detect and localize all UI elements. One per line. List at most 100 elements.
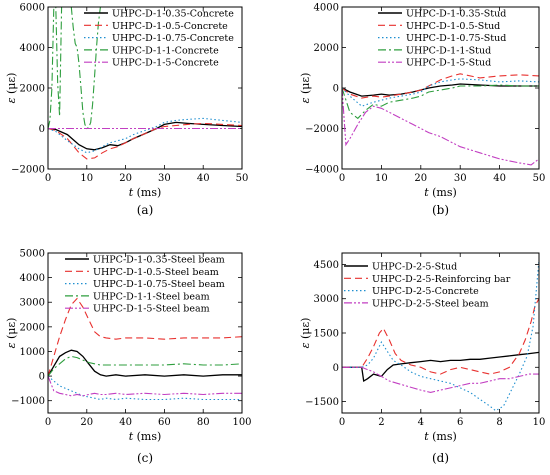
x-axis-label: t (ms) [129,430,162,443]
series-line [48,375,242,401]
y-tick-label: −1500 [305,397,339,408]
legend-entry: UHPC-D-2-5-Steel beam [372,298,489,309]
x-tick-label: 20 [80,417,93,428]
x-tick-label: 6 [457,417,463,428]
y-tick-label: 5000 [20,249,45,260]
legend-entry: UHPC-D-1-5-Concrete [112,58,219,69]
panel-label: (c) [137,451,153,465]
x-tick-label: 10 [533,417,546,428]
legend-entry: UHPC-D-1-1-Stud [406,45,491,56]
legend-entry: UHPC-D-1-0.35-Concrete [112,9,234,20]
chart-panel-2: 0 20 40 60 80 100−1000010002000300040005000UH… [5,249,252,466]
y-tick-label: 1500 [314,329,339,340]
series-line [48,122,242,160]
series-line [342,73,539,99]
legend-entry: UHPC-D-1-0.75-Concrete [112,33,234,44]
x-tick-label: 10 [375,173,388,184]
panel-label: (d) [432,451,449,465]
legend-entry: UHPC-D-1-0.35-Steel beam [93,255,225,266]
y-tick-label: −2000 [11,165,45,176]
series-line [48,375,242,397]
y-tick-label: 0 [39,124,45,135]
plot-frame [341,252,540,414]
legend-entry: UHPC-D-1-1-Concrete [112,45,219,56]
y-tick-label: 2000 [20,84,45,95]
x-tick-label: 2 [378,417,384,428]
y-axis-label: ε (με) [299,318,312,349]
x-tick-label: 60 [158,417,171,428]
legend-entry: UHPC-D-1-0.75-Stud [406,33,506,44]
series-line [48,7,103,130]
x-tick-label: 100 [232,417,251,428]
x-tick-label: 20 [414,173,427,184]
y-tick-label: 3000 [314,294,339,305]
y-tick-label: 0 [39,372,45,383]
x-tick-label: 0 [45,173,51,184]
y-tick-label: −4000 [305,165,339,176]
x-axis-label: t (ms) [129,186,162,199]
y-tick-label: 1000 [20,347,45,358]
plot-frame [47,6,243,170]
series-line [342,78,539,107]
legend-entry: UHPC-D-1-0.5-Stud [406,21,500,32]
y-tick-label: 0 [333,363,339,374]
series-line [342,84,539,120]
y-axis-label: ε (με) [5,318,18,349]
series-line [48,121,242,151]
legend-entry: UHPC-D-1-0.75-Steel beam [93,279,225,290]
plot-frame [341,6,540,170]
x-tick-label: 40 [197,173,210,184]
legend-entry: UHPC-D-1-0.5-Concrete [112,21,228,32]
legend-entry: UHPC-D-1-5-Stud [406,58,491,69]
x-tick-label: 4 [418,417,424,428]
y-tick-label: 4000 [314,3,339,14]
y-tick-label: 4000 [20,43,45,54]
y-tick-label: 4500 [314,260,339,271]
y-tick-label: −1000 [11,396,45,407]
x-tick-label: 50 [533,173,546,184]
panel-label: (a) [137,203,154,217]
panel-label: (b) [432,203,449,217]
chart-panel-1: 0 10 20 30 40 50 −4000 −2000 0 2000 4000 UHPC-D-1-0… [299,3,545,218]
x-tick-label: 0 [45,417,51,428]
y-tick-label: −2000 [305,124,339,135]
x-tick-label: 40 [119,417,132,428]
series-line [342,298,539,375]
legend-entry: UHPC-D-2-5-Reinforcing bar [372,274,511,285]
y-tick-label: 3000 [20,298,45,309]
y-axis-label: ε (με) [5,73,18,104]
series-line [342,366,539,393]
series-line [342,351,539,383]
x-tick-label: 0 [339,173,345,184]
x-axis-label: t (ms) [424,186,457,199]
chart-panel-0: 0 10 20 30 40 50−20000200040006000UHPC-D-1-0.… [5,3,248,218]
y-tick-label: 2000 [314,43,339,54]
series-line [48,349,242,377]
x-tick-label: 80 [197,417,210,428]
x-tick-label: 40 [493,173,506,184]
series-line [48,297,242,377]
series-line [342,87,539,166]
x-tick-label: 20 [119,173,132,184]
x-axis-label: t (ms) [424,430,457,443]
legend-entry: UHPC-D-1-1-Steel beam [93,291,210,302]
y-tick-label: 0 [333,84,339,95]
y-axis-label: ε (με) [299,73,312,104]
x-tick-label: 0 [339,417,345,428]
series-line [342,259,539,412]
legend-entry: UHPC-D-1-0.5-Steel beam [93,267,219,278]
series-line [48,117,242,154]
y-tick-label: 6000 [20,3,45,14]
legend-entry: UHPC-D-2-5-Concrete [372,286,479,297]
series-line [48,355,242,377]
x-tick-label: 30 [158,173,171,184]
x-tick-label: 8 [496,417,502,428]
legend-entry: UHPC-D-2-5-Stud [372,262,457,273]
legend-entry: UHPC-D-1-5-Steel beam [93,304,210,315]
x-tick-label: 30 [454,173,467,184]
y-tick-label: 2000 [20,322,45,333]
y-tick-label: 4000 [20,273,45,284]
legend-entry: UHPC-D-1-0.35-Stud [406,9,506,20]
